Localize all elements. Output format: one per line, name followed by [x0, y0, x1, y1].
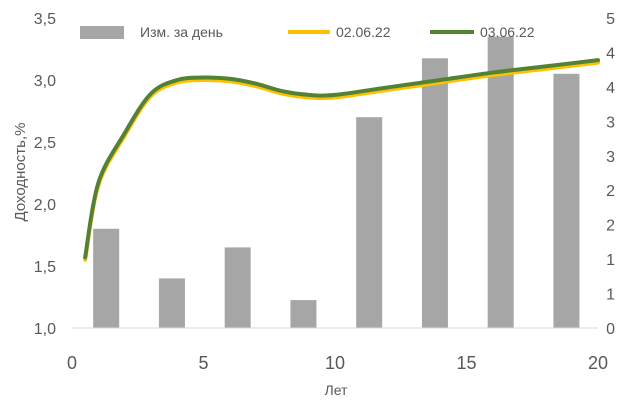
y-right-tick-label: 4 [606, 80, 615, 97]
bars-layer [93, 36, 580, 329]
bar [290, 300, 317, 328]
y-right-tick-label: 3 [606, 114, 615, 131]
lines-layer [83, 58, 600, 262]
legend: Изм. за день 02.06.22 03.06.22 [80, 24, 535, 40]
legend-label-bars: Изм. за день [140, 24, 223, 40]
y-left-tick-label: 1,5 [34, 259, 56, 276]
y-right-tick-label: 4 [606, 45, 615, 62]
y-left-tick-label: 2,0 [34, 197, 56, 214]
legend-label-series-1: 03.06.22 [480, 24, 535, 40]
series-line-1 [83, 58, 600, 260]
y-left-tick-label: 2,5 [34, 135, 56, 152]
y-left-tick-label: 3,0 [34, 73, 56, 90]
y-left-tick-labels: 1,0 1,5 2,0 2,5 3,0 3,5 [34, 11, 56, 338]
y-axis-label: Доходность,% [12, 123, 29, 222]
y-right-tick-label: 5 [606, 11, 615, 28]
x-tick-label: 15 [456, 353, 476, 373]
bar [158, 278, 185, 328]
y-right-tick-label: 2 [606, 183, 615, 200]
y-left-tick-label: 1,0 [34, 321, 56, 338]
bar [421, 58, 448, 329]
legend-swatch-bars [80, 26, 124, 39]
bar [93, 228, 120, 328]
y-right-tick-label: 0 [606, 321, 615, 338]
y-right-tick-labels: 0 1 1 2 2 3 3 4 4 5 [606, 11, 615, 338]
y-right-tick-label: 3 [606, 149, 615, 166]
bar [224, 247, 251, 328]
y-right-tick-label: 1 [606, 252, 615, 269]
y-left-tick-label: 3,5 [34, 11, 56, 28]
x-tick-label: 20 [588, 353, 608, 373]
y-right-tick-label: 2 [606, 218, 615, 235]
y-right-tick-label: 1 [606, 287, 615, 304]
bar [487, 36, 514, 328]
x-tick-label: 10 [325, 353, 345, 373]
x-tick-labels: 0 5 10 15 20 [67, 353, 608, 373]
x-axis-label: Лет [325, 382, 349, 398]
legend-label-series-0: 02.06.22 [336, 24, 391, 40]
bar [356, 117, 383, 328]
x-tick-label: 0 [67, 353, 77, 373]
bar [553, 73, 580, 328]
x-tick-label: 5 [198, 353, 208, 373]
